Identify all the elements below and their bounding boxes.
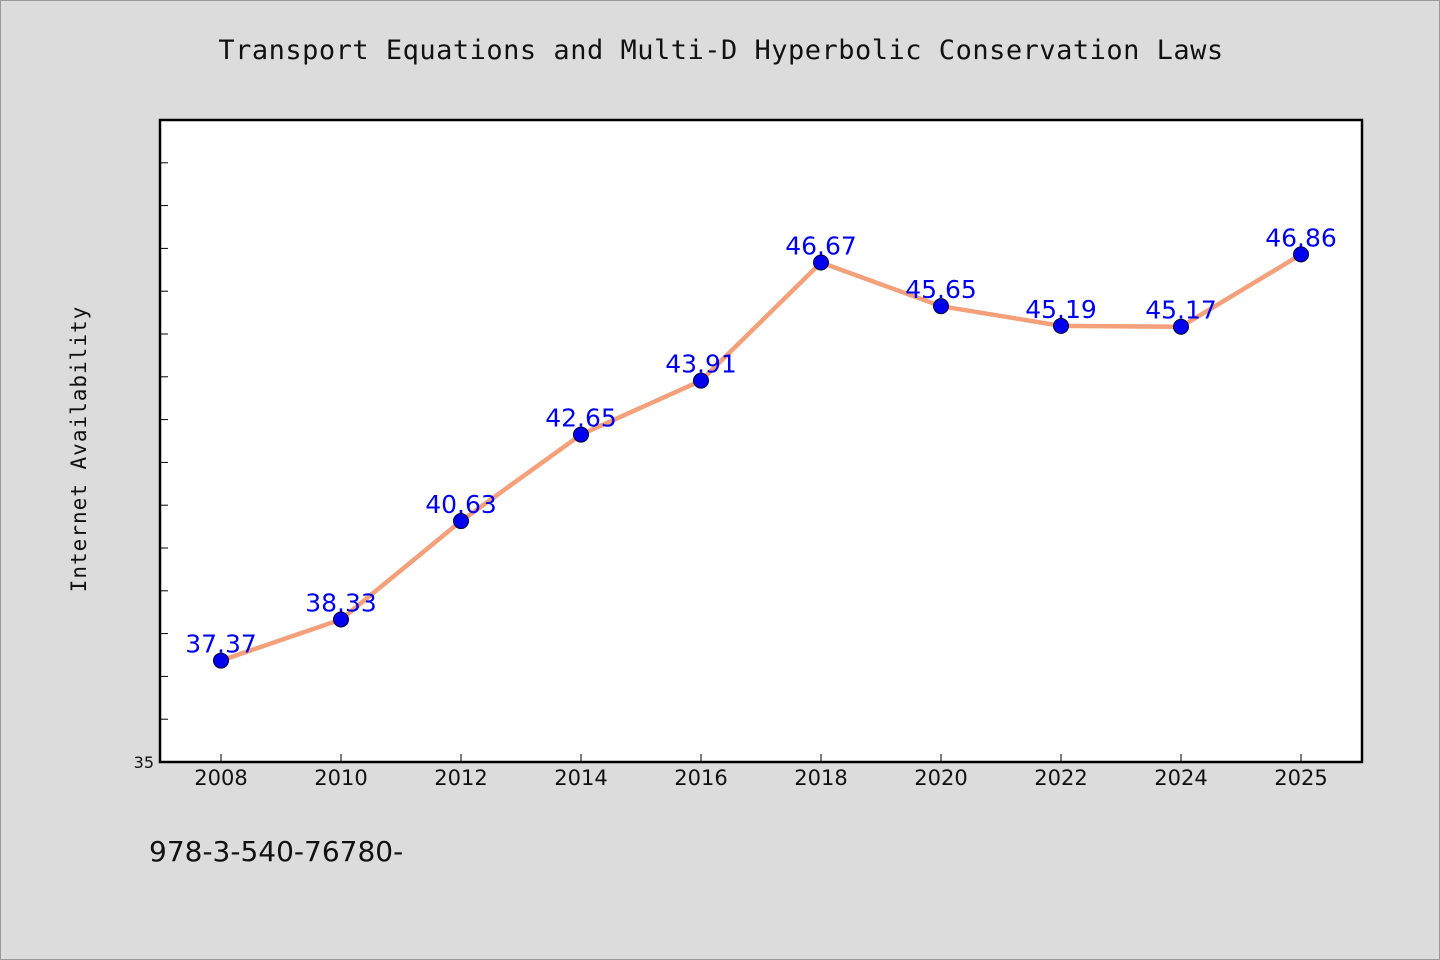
x-tick-label: 2024: [1154, 766, 1207, 790]
data-point: [213, 652, 229, 669]
x-tick-label: 2008: [194, 766, 247, 790]
x-tick-label: 2025: [1274, 766, 1327, 790]
series-layer: 37.37 38.33 40.63 42.65 43.91 46.67 45.65 45.19…: [185, 223, 1337, 669]
data-label: 45.17: [1145, 296, 1217, 325]
x-tick-label: 2018: [794, 766, 847, 790]
chart-title: Transport Equations and Multi-D Hyperbol…: [218, 35, 1224, 66]
data-point: [453, 513, 469, 530]
x-tick-label: 2012: [434, 766, 487, 790]
data-point: [573, 426, 589, 443]
data-point: [1293, 246, 1309, 263]
data-label: 43.91: [665, 350, 737, 379]
x-tick-label: 2022: [1034, 766, 1087, 790]
data-label: 40.63: [425, 490, 497, 519]
data-point: [1053, 317, 1069, 334]
data-point: [933, 298, 949, 315]
x-axis-ticks: 2008 2010 2012 2014 2016 2018 2020 2022 2024 2025: [194, 754, 1328, 790]
data-point: [1173, 318, 1189, 335]
data-label: 42.65: [545, 404, 617, 433]
y-tick-label: 35: [134, 753, 154, 772]
data-point: [813, 254, 829, 271]
data-label: 37.37: [185, 630, 257, 659]
y-axis-title: Internet Availability: [67, 306, 91, 593]
x-tick-label: 2016: [674, 766, 727, 790]
footnote-text: 978-3-540-76780-: [149, 835, 404, 868]
series-line: [218, 252, 1304, 663]
plot-area: [158, 118, 1364, 764]
data-label: 45.19: [1025, 295, 1097, 324]
x-tick-label: 2010: [314, 766, 367, 790]
data-point: [333, 611, 349, 628]
data-point: [693, 372, 709, 389]
x-tick-label: 2020: [914, 766, 967, 790]
data-label: 45.65: [905, 275, 977, 304]
y-axis-ticks: 35: [134, 119, 168, 772]
data-label: 38.33: [305, 588, 377, 617]
data-label: 46.67: [785, 232, 857, 261]
x-tick-label: 2014: [554, 766, 607, 790]
data-label: 46.86: [1265, 223, 1337, 252]
